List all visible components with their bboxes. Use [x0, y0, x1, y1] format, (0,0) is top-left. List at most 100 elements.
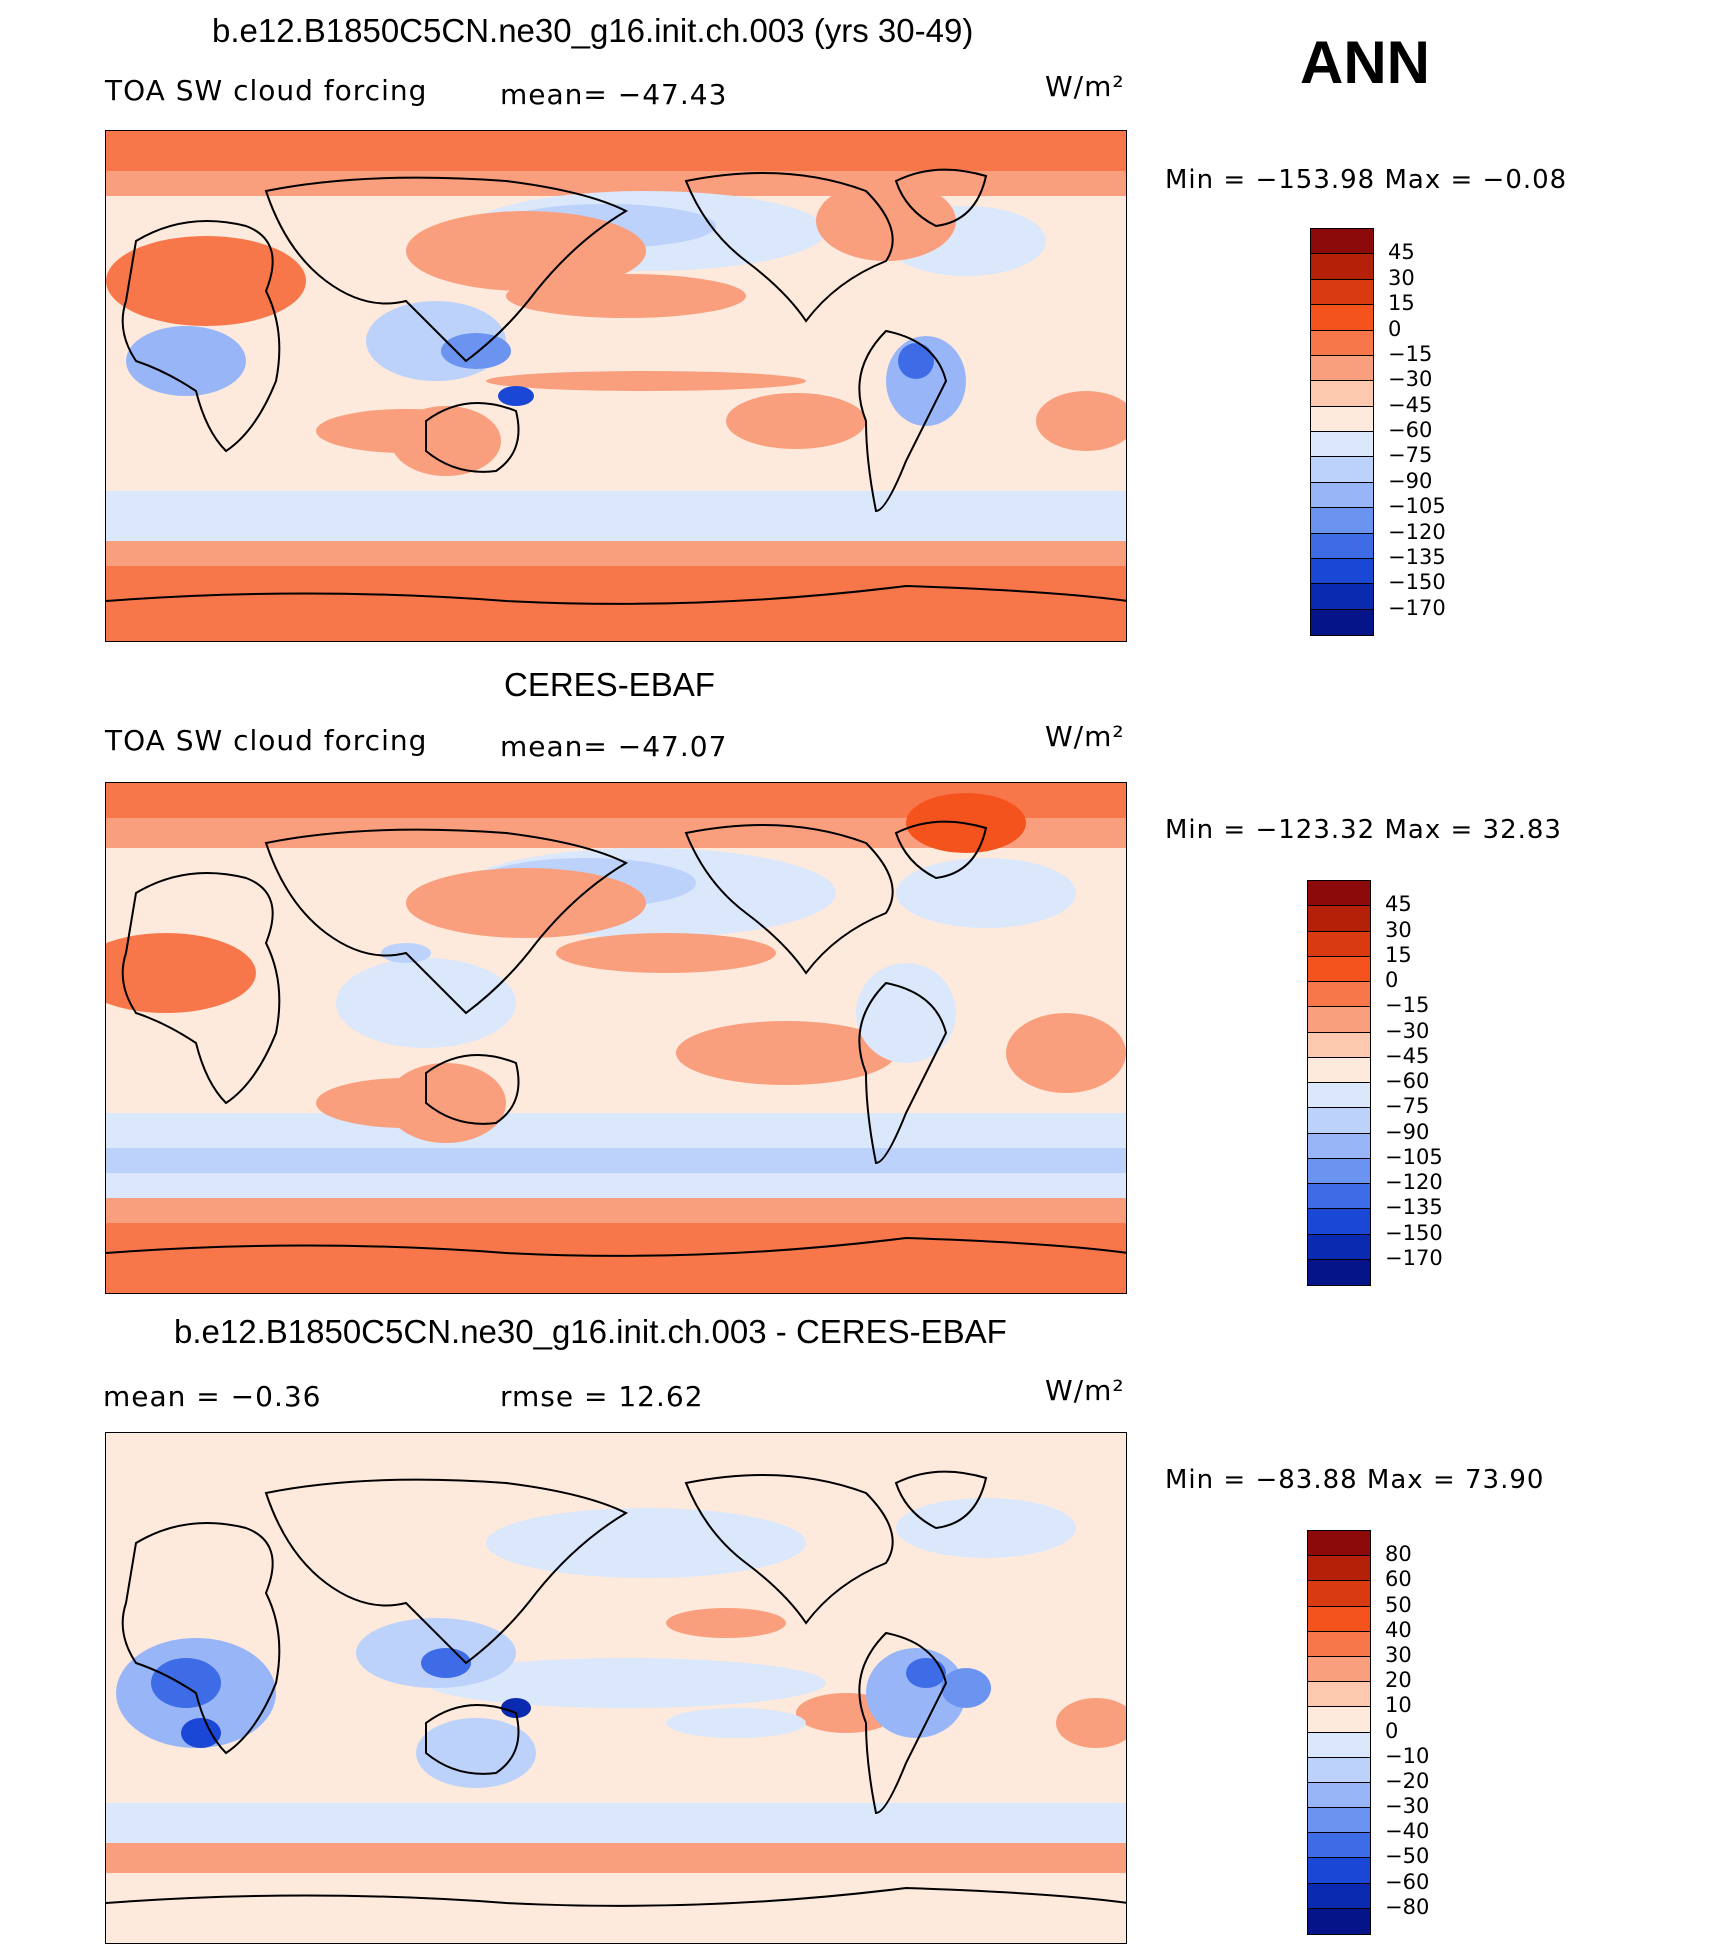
colorbar-tick-label: −135: [1388, 544, 1446, 569]
panel2-mean-label: mean= −47.07: [500, 730, 728, 763]
colorbar-segment: [1308, 1782, 1370, 1809]
colorbar-tick-label: 60: [1385, 1567, 1412, 1592]
colorbar-segment: [1308, 1858, 1370, 1884]
colorbar-segment: [1308, 931, 1370, 957]
colorbar-segment: [1311, 305, 1373, 331]
colorbar-tick-label: −40: [1385, 1819, 1430, 1844]
colorbar-tick-label: −90: [1388, 468, 1433, 493]
colorbar-segment: [1308, 1083, 1370, 1109]
season-label: ANN: [1300, 29, 1430, 96]
colorbar-tick-label: −80: [1385, 1894, 1430, 1919]
colorbar-segment: [1308, 1057, 1370, 1083]
colorbar-segment: [1308, 1259, 1370, 1285]
colorbar-tick-label: −90: [1385, 1119, 1430, 1144]
colorbar-segment: [1311, 508, 1373, 534]
colorbar-segment: [1308, 1007, 1370, 1033]
colorbar-segment: [1308, 956, 1370, 982]
colorbar-tick-label: −20: [1385, 1768, 1430, 1793]
colorbar-tick-label: 30: [1388, 265, 1415, 290]
colorbar-segment: [1308, 1108, 1370, 1134]
panel1-title: b.e12.B1850C5CN.ne30_g16.init.ch.003 (yr…: [212, 12, 974, 49]
colorbar-segment: [1308, 1209, 1370, 1235]
colorbar-segment: [1311, 584, 1373, 610]
colorbar-tick-label: 0: [1385, 968, 1399, 992]
panel1-colorbar: [1310, 228, 1374, 636]
colorbar-segment: [1311, 381, 1373, 407]
colorbar-segment: [1308, 1682, 1370, 1708]
panel2-variable-label: TOA SW cloud forcing: [105, 724, 428, 757]
colorbar-tick-label: 30: [1385, 917, 1412, 942]
panel2-colorbar: [1307, 880, 1371, 1286]
colorbar-segment: [1308, 1158, 1370, 1184]
panel3-map: [105, 1432, 1127, 1944]
colorbar-tick-label: −105: [1385, 1144, 1443, 1169]
colorbar-tick-label: −150: [1388, 570, 1446, 595]
colorbar-segment: [1308, 1234, 1370, 1260]
colorbar-segment: [1308, 1707, 1370, 1733]
colorbar-segment: [1311, 279, 1373, 306]
colorbar-tick-label: −75: [1388, 443, 1433, 468]
colorbar-segment: [1308, 1581, 1370, 1607]
panel1-map-svg: [106, 131, 1126, 641]
colorbar-tick-label: 15: [1385, 942, 1412, 967]
colorbar-tick-label: 40: [1385, 1617, 1412, 1642]
colorbar-segment: [1311, 229, 1373, 255]
colorbar-tick-label: −10: [1385, 1743, 1430, 1768]
colorbar-segment: [1311, 406, 1373, 432]
colorbar-segment: [1308, 1556, 1370, 1582]
colorbar-segment: [1308, 1032, 1370, 1058]
panel3-mean-label: mean = −0.36: [103, 1380, 322, 1413]
panel3-title: b.e12.B1850C5CN.ne30_g16.init.ch.003 - C…: [174, 1313, 1007, 1350]
colorbar-segment: [1311, 330, 1373, 356]
panel2-colorbar-labels: 45 30 15 0 −15 −30 −45 −60 −75 −90 −105 −120 −135 −15…: [1385, 880, 1475, 1286]
colorbar-segment: [1308, 1133, 1370, 1159]
colorbar-segment: [1308, 1631, 1370, 1657]
panel2-map: [105, 782, 1127, 1294]
colorbar-segment: [1308, 1883, 1370, 1909]
colorbar-tick-label: 45: [1388, 240, 1415, 265]
panel2-units-label: W/m²: [1045, 720, 1125, 753]
colorbar-tick-label: −45: [1388, 392, 1433, 417]
panel3-map-svg: [106, 1433, 1126, 1943]
panel2-title: CERES-EBAF: [504, 666, 715, 703]
colorbar-tick-label: 30: [1385, 1642, 1412, 1667]
colorbar-tick-label: −75: [1385, 1094, 1430, 1119]
colorbar-tick-label: −45: [1385, 1043, 1430, 1068]
colorbar-tick-label: 10: [1385, 1693, 1412, 1718]
panel1-colorbar-labels: 45 30 15 0 −15 −30 −45 −60 −75 −90 −105 −120 −135 −15…: [1388, 228, 1478, 636]
panel3-colorbar: [1307, 1530, 1371, 1935]
panel3-rmse-label: rmse = 12.62: [500, 1380, 704, 1413]
colorbar-tick-label: 45: [1385, 892, 1412, 917]
colorbar-tick-label: −60: [1388, 418, 1433, 442]
colorbar-tick-label: −150: [1385, 1220, 1443, 1245]
colorbar-tick-label: −15: [1388, 341, 1433, 366]
colorbar-segment: [1311, 254, 1373, 280]
colorbar-segment: [1308, 1184, 1370, 1210]
colorbar-segment: [1311, 482, 1373, 509]
colorbar-segment: [1308, 1757, 1370, 1783]
panel1-minmax: Min = −153.98 Max = −0.08: [1165, 165, 1568, 195]
colorbar-tick-label: −170: [1385, 1245, 1443, 1270]
colorbar-segment: [1308, 1732, 1370, 1758]
colorbar-tick-label: 20: [1385, 1668, 1412, 1693]
colorbar-tick-label: 50: [1385, 1592, 1412, 1617]
colorbar-tick-label: −30: [1385, 1018, 1430, 1043]
colorbar-segment: [1308, 982, 1370, 1008]
colorbar-tick-label: −120: [1385, 1170, 1443, 1194]
colorbar-segment: [1311, 533, 1373, 559]
colorbar-segment: [1311, 457, 1373, 483]
panel3-units-label: W/m²: [1045, 1374, 1125, 1407]
colorbar-segment: [1311, 355, 1373, 382]
panel2-map-svg: [106, 783, 1126, 1293]
colorbar-tick-label: −30: [1385, 1794, 1430, 1819]
colorbar-segment: [1308, 1656, 1370, 1683]
panel2-minmax: Min = −123.32 Max = 32.83: [1165, 815, 1562, 845]
colorbar-tick-label: 80: [1385, 1542, 1412, 1567]
colorbar-segment: [1308, 1908, 1370, 1934]
colorbar-tick-label: 0: [1388, 316, 1402, 341]
panel1-map: [105, 130, 1127, 642]
colorbar-tick-label: −170: [1388, 595, 1446, 620]
colorbar-segment: [1311, 432, 1373, 458]
colorbar-segment: [1311, 558, 1373, 585]
panel1-variable-label: TOA SW cloud forcing: [105, 74, 428, 107]
